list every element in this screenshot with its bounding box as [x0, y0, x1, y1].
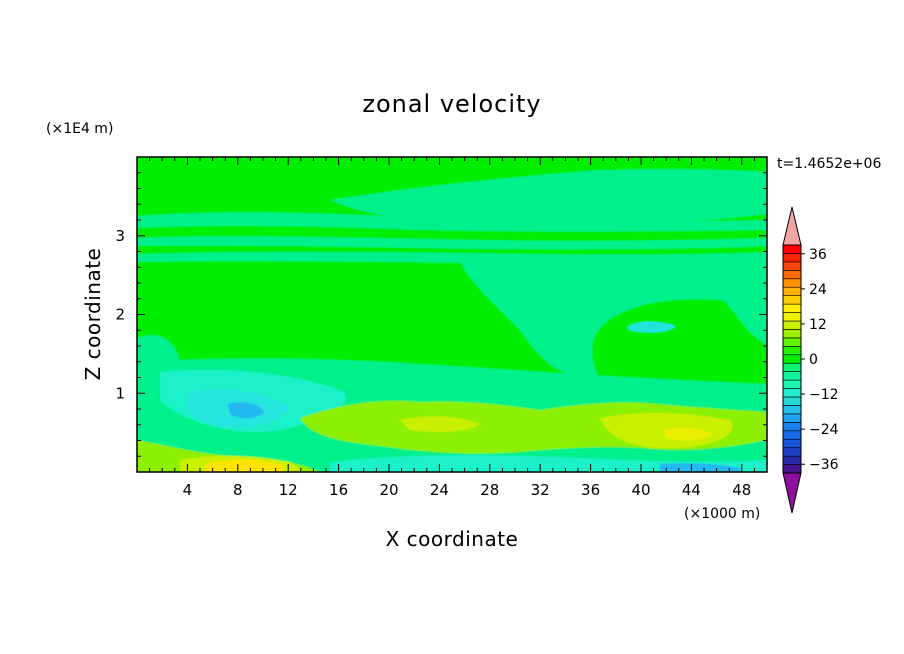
x-tick-label: 44	[682, 481, 701, 499]
colorbar-tick-label: −36	[809, 457, 839, 473]
x-axis-title: X coordinate	[386, 527, 519, 551]
colorbar-box	[782, 362, 802, 372]
y-axis-unit-label: (×1E4 m)	[46, 121, 113, 137]
colorbar-box	[782, 261, 802, 271]
x-tick-label: 8	[233, 481, 243, 499]
colorbar-box	[782, 405, 802, 415]
colorbar-tick-label: −24	[809, 422, 839, 438]
colorbar-box	[782, 346, 802, 356]
y-tick-label: 3	[115, 227, 125, 245]
band-pos-belt-3	[664, 427, 712, 441]
colorbar-box	[782, 388, 802, 398]
band-neg-stripe-2	[137, 236, 767, 250]
colorbar-over-triangle	[782, 206, 802, 246]
colorbar-box	[782, 430, 802, 440]
colorbar-box	[782, 270, 802, 280]
chart-title: zonal velocity	[362, 90, 541, 118]
x-tick-label: 32	[531, 481, 550, 499]
colorbar-box	[782, 329, 802, 339]
x-tick-label: 36	[581, 481, 600, 499]
band-neg-stripe-3	[137, 251, 767, 266]
colorbar-box	[782, 447, 802, 457]
time-label: t=1.4652e+06	[777, 156, 881, 172]
colorbar-tick-label: 0	[809, 352, 818, 368]
band-neg-upper-right	[460, 256, 767, 380]
y-tick-label: 1	[115, 384, 125, 402]
x-tick-label: 40	[631, 481, 650, 499]
x-axis-unit-label: (×1000 m)	[684, 506, 760, 522]
x-axis: 4 8 12 16 20 24 28 32 36 40 44 48	[149, 157, 755, 499]
colorbar-box	[782, 455, 802, 465]
x-tick-label: 16	[329, 481, 348, 499]
x-tick-label: 12	[279, 481, 298, 499]
colorbar-box	[782, 464, 802, 474]
colorbar-tick-label: 24	[809, 282, 827, 298]
x-tick-label: 4	[183, 481, 193, 499]
colorbar-box	[782, 438, 802, 448]
colorbar: 36 24 12 0 −12 −24 −36	[782, 206, 839, 514]
contour-field	[137, 157, 767, 472]
band-neg-bottom-right-2	[660, 463, 740, 472]
x-tick-label: 20	[379, 481, 398, 499]
colorbar-box	[782, 286, 802, 296]
colorbar-box	[782, 396, 802, 406]
band-neg-stripe-1	[137, 212, 767, 232]
band-neg-top-right	[330, 169, 767, 226]
colorbar-box	[782, 303, 802, 313]
colorbar-box	[782, 371, 802, 381]
colorbar-box	[782, 278, 802, 288]
colorbar-tick-label: −12	[809, 387, 839, 403]
colorbar-tick-label: 36	[809, 247, 827, 263]
band-pos-belt-4	[400, 416, 480, 432]
x-tick-label: 28	[480, 481, 499, 499]
colorbar-box	[782, 253, 802, 263]
y-axis: 1 2 3	[115, 172, 767, 457]
x-tick-label: 48	[732, 481, 751, 499]
colorbar-box	[782, 413, 802, 423]
colorbar-box	[782, 337, 802, 347]
colorbar-box	[782, 379, 802, 389]
colorbar-box	[782, 422, 802, 432]
x-tick-label: 24	[430, 481, 449, 499]
y-axis-title: Z coordinate	[81, 248, 105, 381]
colorbar-box	[782, 295, 802, 305]
band-neg-patch-right	[628, 321, 676, 333]
colorbar-box	[782, 354, 802, 364]
band-neg-mid-left	[137, 335, 180, 369]
colorbar-box	[782, 244, 802, 254]
band-neg-lower-4	[228, 402, 264, 419]
y-tick-label: 2	[115, 306, 125, 324]
colorbar-under-triangle	[782, 472, 802, 514]
colorbar-box	[782, 312, 802, 322]
colorbar-tick-label: 12	[809, 317, 827, 333]
colorbar-box	[782, 320, 802, 330]
